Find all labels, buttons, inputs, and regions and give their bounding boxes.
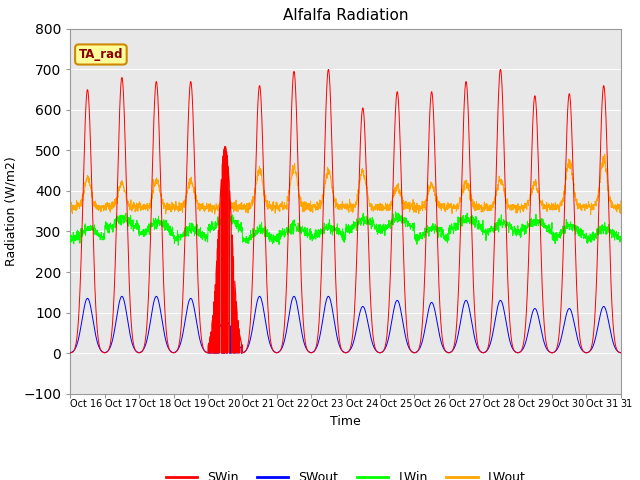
X-axis label: Time: Time <box>330 415 361 428</box>
Text: TA_rad: TA_rad <box>79 48 123 61</box>
Y-axis label: Radiation (W/m2): Radiation (W/m2) <box>5 156 18 266</box>
Title: Alfalfa Radiation: Alfalfa Radiation <box>283 9 408 24</box>
Legend: SWin, SWout, LWin, LWout: SWin, SWout, LWin, LWout <box>161 467 531 480</box>
